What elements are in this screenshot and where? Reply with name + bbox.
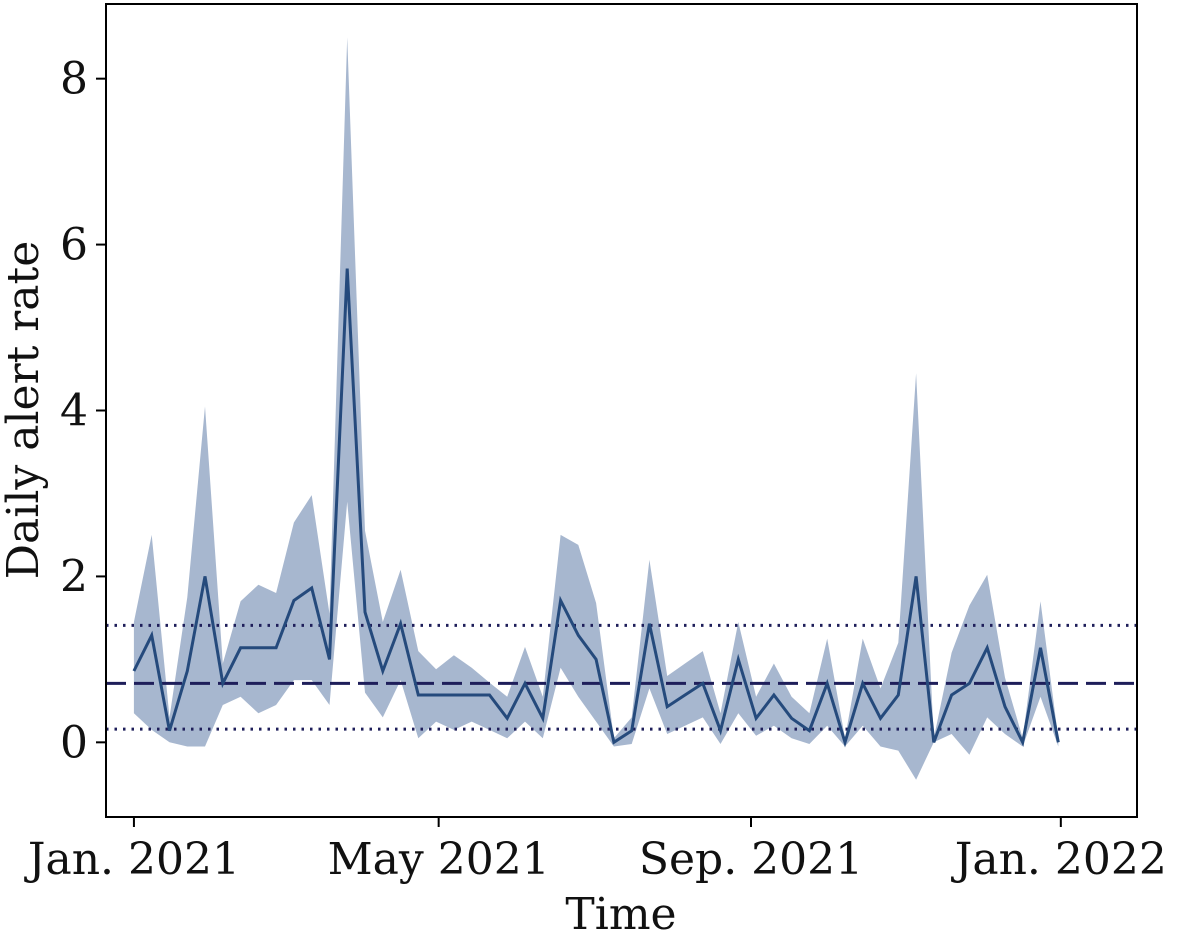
y-tick-label: 2 — [60, 551, 88, 602]
y-axis-title: Daily alert rate — [0, 241, 49, 580]
x-tick-label: Jan. 2021 — [24, 834, 240, 885]
y-axis-ticks: 0 2 4 6 8 — [60, 54, 106, 768]
confidence-band-layer — [133, 37, 1059, 780]
y-tick-label: 6 — [60, 220, 88, 271]
series-line-layer — [132, 268, 1060, 748]
y-tick-label: 4 — [60, 386, 88, 437]
x-axis-ticks: Jan. 2021 May 2021 Sep. 2021 Jan. 2022 — [24, 817, 1167, 885]
y-tick-label: 0 — [60, 717, 88, 768]
y-tick-label: 8 — [60, 54, 88, 105]
confidence-band — [133, 37, 1059, 780]
x-axis-title: Time — [565, 889, 676, 936]
series-line — [132, 268, 1060, 748]
x-tick-label: May 2021 — [328, 834, 550, 885]
x-tick-label: Sep. 2021 — [639, 834, 863, 885]
reference-lines-layer — [106, 623, 1137, 731]
x-tick-label: Jan. 2022 — [951, 834, 1167, 885]
